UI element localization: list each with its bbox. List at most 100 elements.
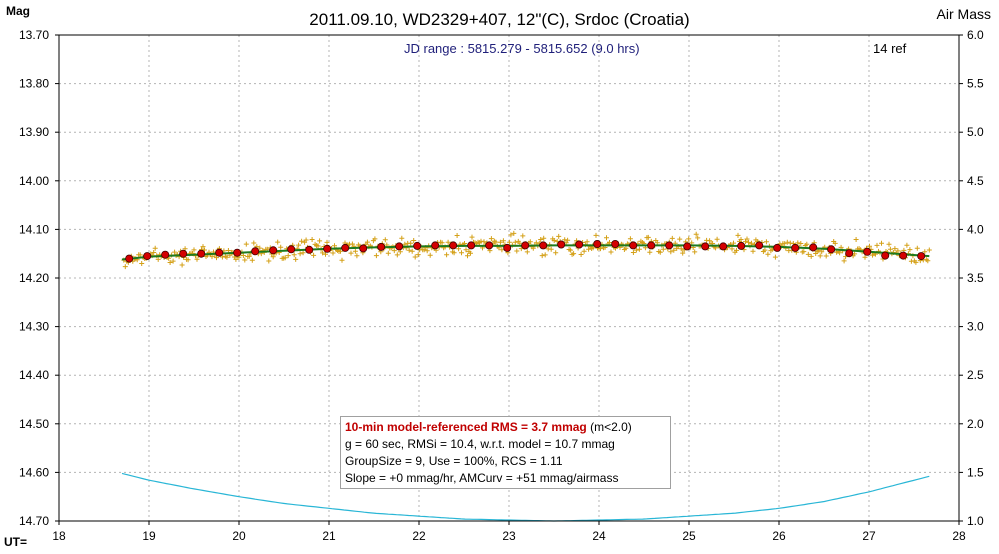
x-tick-label: 27 — [862, 529, 876, 543]
x-tick-label: 28 — [952, 529, 966, 543]
raw-point — [469, 234, 475, 240]
raw-point — [317, 238, 323, 244]
raw-point — [539, 253, 545, 259]
x-tick-label: 24 — [592, 529, 606, 543]
y2-tick-label: 4.5 — [967, 174, 984, 188]
group-average-point — [197, 249, 206, 258]
raw-point — [488, 236, 494, 242]
y2-tick-label: 1.5 — [967, 465, 984, 479]
raw-point — [680, 250, 686, 256]
raw-point — [309, 237, 315, 242]
raw-point — [630, 250, 636, 255]
raw-point — [581, 248, 587, 254]
group-average-point — [179, 249, 188, 258]
raw-point — [514, 248, 520, 254]
raw-point — [627, 236, 633, 242]
y2-tick-label: 6.0 — [967, 28, 984, 42]
group-average-point — [647, 241, 656, 250]
raw-point — [352, 248, 358, 254]
raw-point — [879, 240, 884, 246]
x-tick-label: 20 — [232, 529, 246, 543]
raw-point — [266, 258, 272, 264]
raw-point — [541, 235, 547, 241]
group-average-point — [287, 245, 296, 254]
raw-point — [874, 242, 880, 248]
raw-point — [233, 256, 239, 262]
raw-point — [892, 246, 898, 252]
raw-point — [841, 258, 847, 264]
raw-point — [299, 238, 305, 244]
y-axis-title-airmass: Air Mass — [936, 6, 991, 22]
airmass-curve — [121, 472, 930, 522]
y-tick-label: 14.20 — [19, 271, 49, 285]
raw-point — [556, 233, 562, 239]
group-average-point — [485, 241, 494, 250]
raw-point — [538, 237, 544, 242]
x-tick-label: 22 — [412, 529, 426, 543]
raw-point — [593, 232, 599, 238]
raw-point — [408, 240, 414, 246]
group-average-point — [467, 241, 476, 250]
y2-tick-label: 5.0 — [967, 125, 984, 139]
group-average-point — [143, 252, 152, 261]
stats-rms-value: 10-min model-referenced RMS = 3.7 mmag — [345, 420, 587, 434]
group-average-point — [269, 246, 278, 255]
raw-point — [743, 239, 748, 245]
raw-point — [512, 239, 518, 245]
raw-point — [139, 261, 145, 266]
raw-point — [565, 237, 571, 243]
raw-point — [406, 247, 412, 253]
group-average-point — [629, 241, 638, 250]
group-average-point — [683, 242, 692, 251]
raw-point — [784, 239, 790, 245]
group-average-point — [827, 245, 836, 254]
group-average-point — [593, 239, 602, 248]
raw-point — [219, 254, 225, 260]
raw-point — [225, 248, 231, 253]
raw-point — [762, 247, 768, 253]
raw-point — [270, 254, 276, 260]
raw-point — [765, 251, 771, 257]
raw-point — [257, 245, 263, 251]
raw-point — [224, 254, 230, 260]
group-average-point — [395, 242, 404, 251]
raw-point — [242, 257, 248, 263]
raw-point — [607, 240, 612, 245]
raw-point — [394, 252, 400, 258]
raw-point — [729, 246, 735, 252]
raw-point — [798, 241, 804, 246]
raw-point — [251, 240, 257, 246]
y2-tick-label: 3.5 — [967, 271, 984, 285]
y-tick-label: 14.10 — [19, 222, 49, 236]
raw-point — [568, 247, 574, 253]
group-average-point — [521, 241, 530, 250]
raw-point — [409, 248, 415, 254]
raw-point — [297, 251, 303, 257]
raw-point — [439, 240, 445, 246]
raw-point — [904, 242, 910, 248]
y-axis-title-mag: Mag — [6, 4, 30, 18]
raw-point — [382, 237, 388, 243]
group-average-point — [665, 241, 674, 250]
raw-point — [385, 250, 391, 256]
x-tick-label: 25 — [682, 529, 696, 543]
raw-point — [553, 250, 559, 256]
group-average-point — [125, 254, 134, 263]
raw-point — [481, 239, 487, 245]
raw-point — [209, 254, 215, 260]
raw-point — [444, 252, 450, 258]
raw-point — [677, 236, 683, 242]
raw-point — [913, 259, 919, 265]
raw-point — [647, 249, 653, 255]
raw-point — [427, 252, 433, 258]
raw-point — [527, 239, 533, 245]
raw-point — [463, 247, 469, 253]
raw-point — [578, 252, 584, 257]
raw-point — [152, 245, 158, 251]
raw-point — [500, 238, 506, 244]
raw-point — [391, 248, 397, 254]
raw-point — [584, 239, 590, 245]
y-tick-label: 14.40 — [19, 368, 49, 382]
